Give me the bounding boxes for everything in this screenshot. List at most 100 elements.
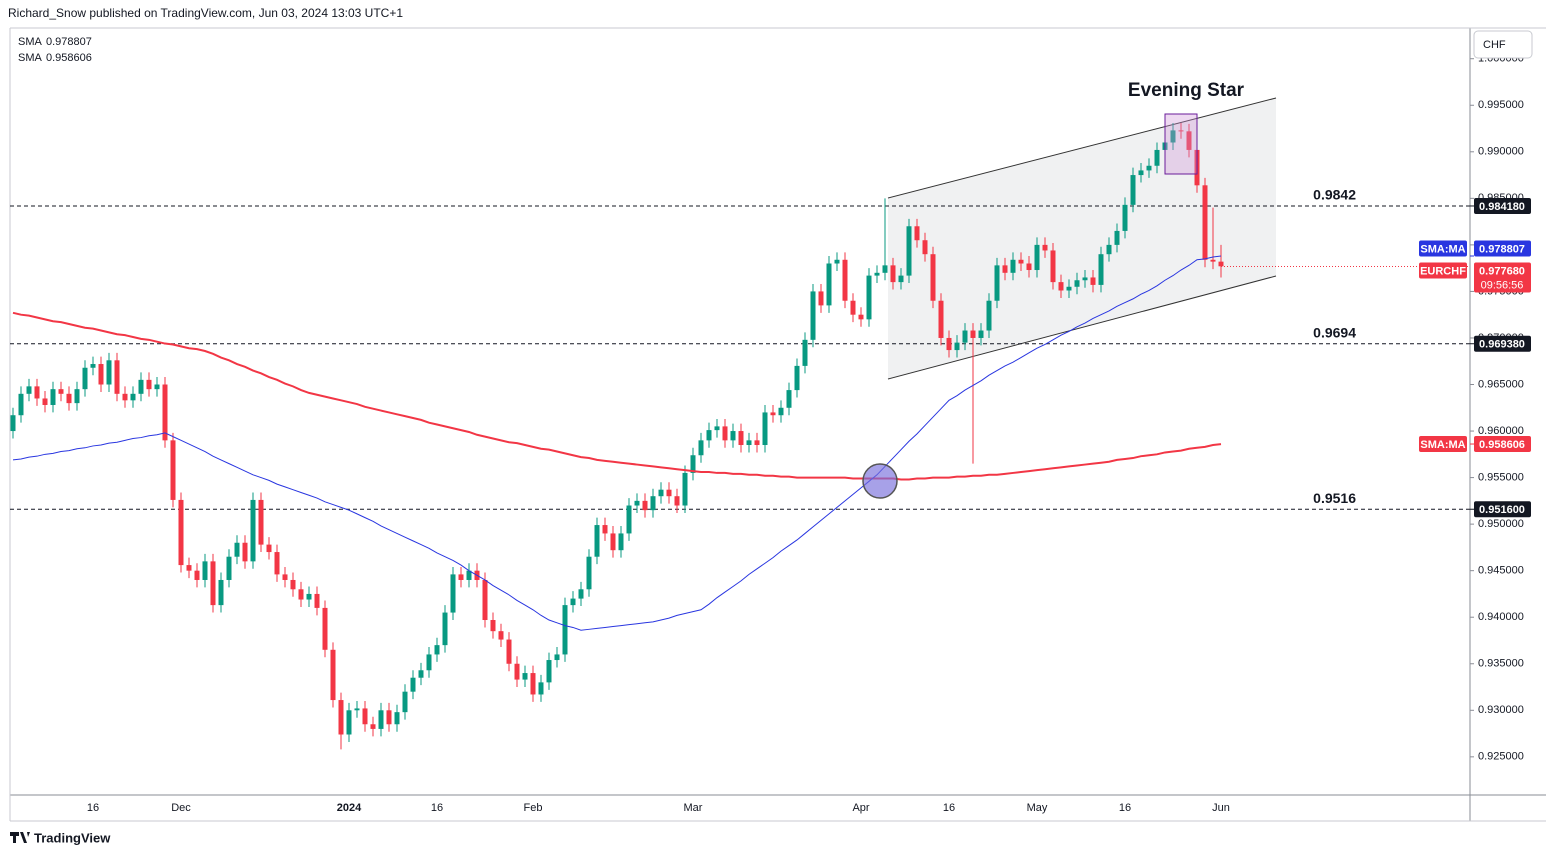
candle-body [818,291,824,306]
legend-value: 0.958606 [46,52,92,64]
candle-body [690,455,696,473]
sma-badge-name-bg [1419,240,1467,257]
y-tick-label: 0.965000 [1478,378,1524,390]
candle-body [970,330,976,338]
candle-body [874,272,880,276]
candle-body [994,265,1000,301]
sma-line [12,311,1222,481]
x-tick-label: Mar [684,802,703,814]
candle-body [722,426,728,441]
candle-body [162,384,168,441]
sma-badge-name: SMA:MA [1420,439,1465,451]
candle-body [450,574,456,613]
x-tick-label: 2024 [337,802,362,814]
candle-body [1154,149,1160,166]
countdown: 09:56:56 [1481,279,1524,291]
candle-body [146,379,152,390]
evening-star-box [1164,113,1198,175]
candle-body [1098,254,1104,285]
candle-body [274,552,280,575]
candle-body [746,440,752,446]
x-tick-label: Apr [852,802,869,814]
candle-body [1066,286,1072,291]
candle-body [1170,130,1176,143]
candle-body [426,654,432,671]
candle-body [1010,259,1016,273]
legend-value: 0.978807 [46,36,92,48]
overlay: Evening Star CHF TradingView [10,30,1533,845]
channel-fill [888,98,1276,379]
candle-body [682,472,688,506]
level-label: 0.9694 [1313,324,1356,340]
sma-badge: 0.978807 [1479,243,1525,255]
candle-body [810,291,816,340]
candle-body [498,631,504,640]
candle-body [50,389,56,405]
y-tick-label: 0.935000 [1478,658,1524,670]
candle-body [330,649,336,701]
candle-body [18,393,24,416]
candle-body [138,379,144,394]
candle-body [10,415,16,432]
candle-body [898,275,904,283]
candle-body [986,300,992,331]
candle-body [906,226,912,276]
candle-body [58,389,64,394]
candle-body [194,570,200,580]
candle-body [554,654,560,661]
level-badge: 0.951600 [1479,504,1525,516]
candle-body [202,561,208,580]
candle-body [762,412,768,446]
candle-body [858,314,864,320]
candle-body [418,670,424,678]
candle-body [666,489,672,497]
y-tick-label: 0.940000 [1478,611,1524,623]
candle-body [370,724,376,729]
candle-body [1050,250,1056,283]
candle-body [90,364,96,368]
candle-body [410,677,416,692]
candle-body [378,710,384,729]
candle-body [1146,165,1152,171]
candle-body [114,360,120,394]
candle-body [850,300,856,315]
candle-body [914,226,920,241]
candle-body [634,500,640,506]
logo [10,832,30,843]
y-tick-label: 0.930000 [1478,704,1524,716]
candle-body [1114,230,1120,245]
candle-body [1082,277,1088,281]
candle-body [786,390,792,408]
candle-body [394,712,400,725]
candle-body [1122,204,1128,231]
last-price: 0.977680 [1479,265,1525,277]
candle-body [842,259,848,301]
candle-body [258,499,264,545]
x-tick-label: Feb [524,802,543,814]
candle-body [1026,263,1032,271]
candle-body [770,412,776,416]
candle-body [34,386,40,399]
candle-body [106,360,112,385]
candle-body [778,407,784,416]
candle-body [930,254,936,301]
sma-badge: 0.958606 [1479,439,1525,451]
candle-body [1090,277,1096,285]
sma-badge-name-bg [1419,436,1467,453]
logo-icon [10,832,30,843]
candle-body [586,556,592,590]
x-tick-label: 16 [87,802,99,814]
candle-body [642,500,648,511]
candle-body [578,589,584,599]
level-label: 0.9842 [1313,187,1356,203]
x-tick-label: 16 [943,802,955,814]
x-tick-label: Jun [1212,802,1230,814]
candle-body [834,259,840,264]
candle-body [522,673,528,680]
y-tick-label: 0.990000 [1478,146,1524,158]
candle-body [954,342,960,351]
candle-body [314,593,320,608]
candle-body [386,710,392,725]
symbol-badge: EURCHF [1420,265,1466,277]
level-badge-bg [1474,501,1531,518]
